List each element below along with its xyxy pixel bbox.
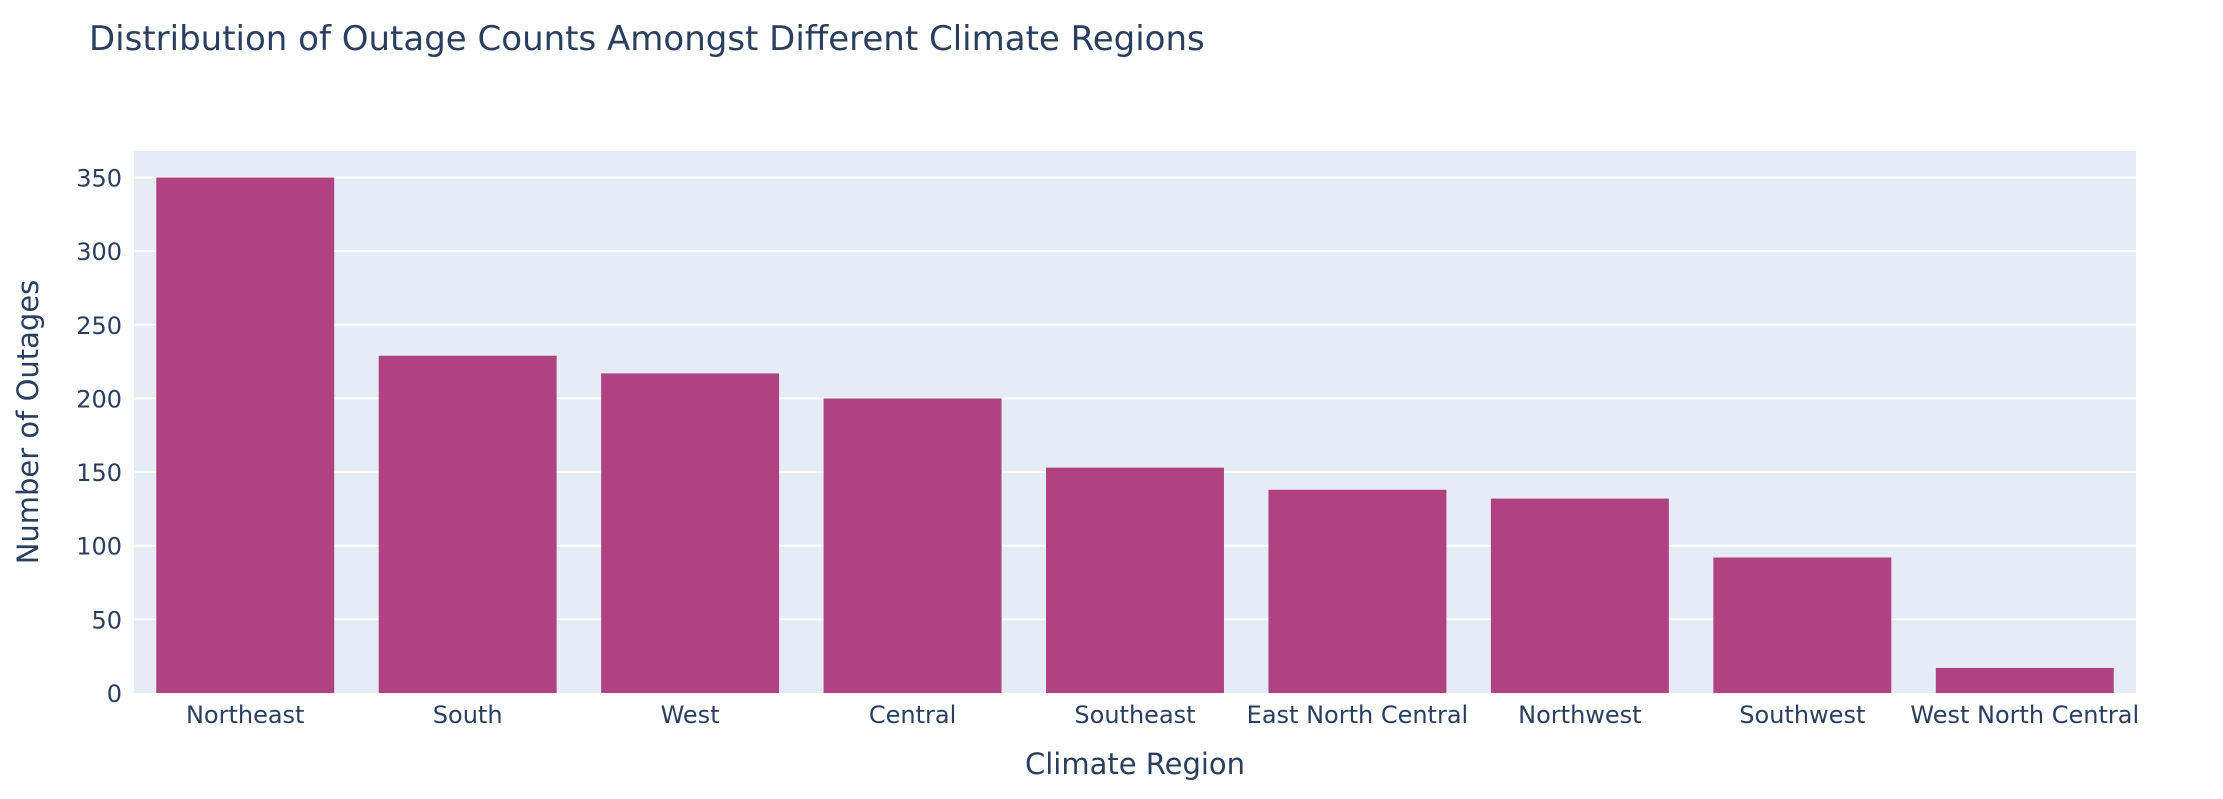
x-axis-ticks: Northeast South West Central Southeast East N…: [186, 701, 2139, 729]
x-tick-label: East North Central: [1247, 701, 1469, 729]
x-tick-label: West: [661, 701, 720, 729]
x-axis-title: Climate Region: [1025, 747, 1245, 781]
x-tick-label: Southeast: [1074, 701, 1195, 729]
bar: [378, 355, 557, 693]
x-tick-label: South: [433, 701, 503, 729]
y-tick-label: 0: [107, 680, 122, 708]
x-tick-label: West North Central: [1910, 701, 2139, 729]
bar: [1935, 667, 2114, 693]
x-tick-label: Central: [869, 701, 956, 729]
y-tick-label: 100: [76, 533, 122, 561]
x-tick-label: Northeast: [186, 701, 305, 729]
y-tick-label: 200: [76, 385, 122, 413]
x-tick-label: Southwest: [1739, 701, 1865, 729]
bar: [1046, 467, 1224, 693]
x-tick-label: Northwest: [1518, 701, 1641, 729]
y-tick-label: 300: [76, 238, 122, 266]
bar: [156, 177, 335, 693]
y-tick-label: 150: [76, 459, 122, 487]
chart-title: Distribution of Outage Counts Amongst Di…: [89, 19, 1205, 59]
bar: [1268, 489, 1447, 693]
bar: [823, 398, 1002, 693]
y-tick-label: 350: [76, 165, 122, 193]
bars: [156, 177, 2114, 693]
y-tick-label: 250: [76, 312, 122, 340]
bar: [1713, 557, 1892, 693]
bar: [1490, 498, 1669, 693]
bar: [601, 373, 780, 693]
y-axis-title: Number of Outages: [11, 280, 45, 565]
y-tick-label: 50: [91, 606, 122, 634]
y-axis-ticks: 0 50 100 150 200 250 300 350: [76, 165, 122, 708]
